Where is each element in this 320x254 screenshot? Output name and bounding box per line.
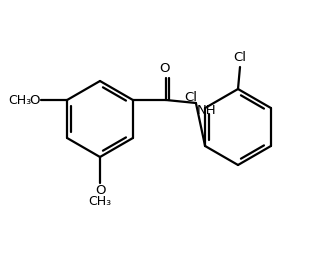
Text: CH₃: CH₃ <box>88 195 112 208</box>
Text: Cl: Cl <box>184 91 197 104</box>
Text: O: O <box>95 184 105 197</box>
Text: Cl: Cl <box>234 51 246 64</box>
Text: NH: NH <box>197 104 217 117</box>
Text: O: O <box>29 93 40 106</box>
Text: O: O <box>160 62 170 75</box>
Text: CH₃: CH₃ <box>8 93 31 106</box>
